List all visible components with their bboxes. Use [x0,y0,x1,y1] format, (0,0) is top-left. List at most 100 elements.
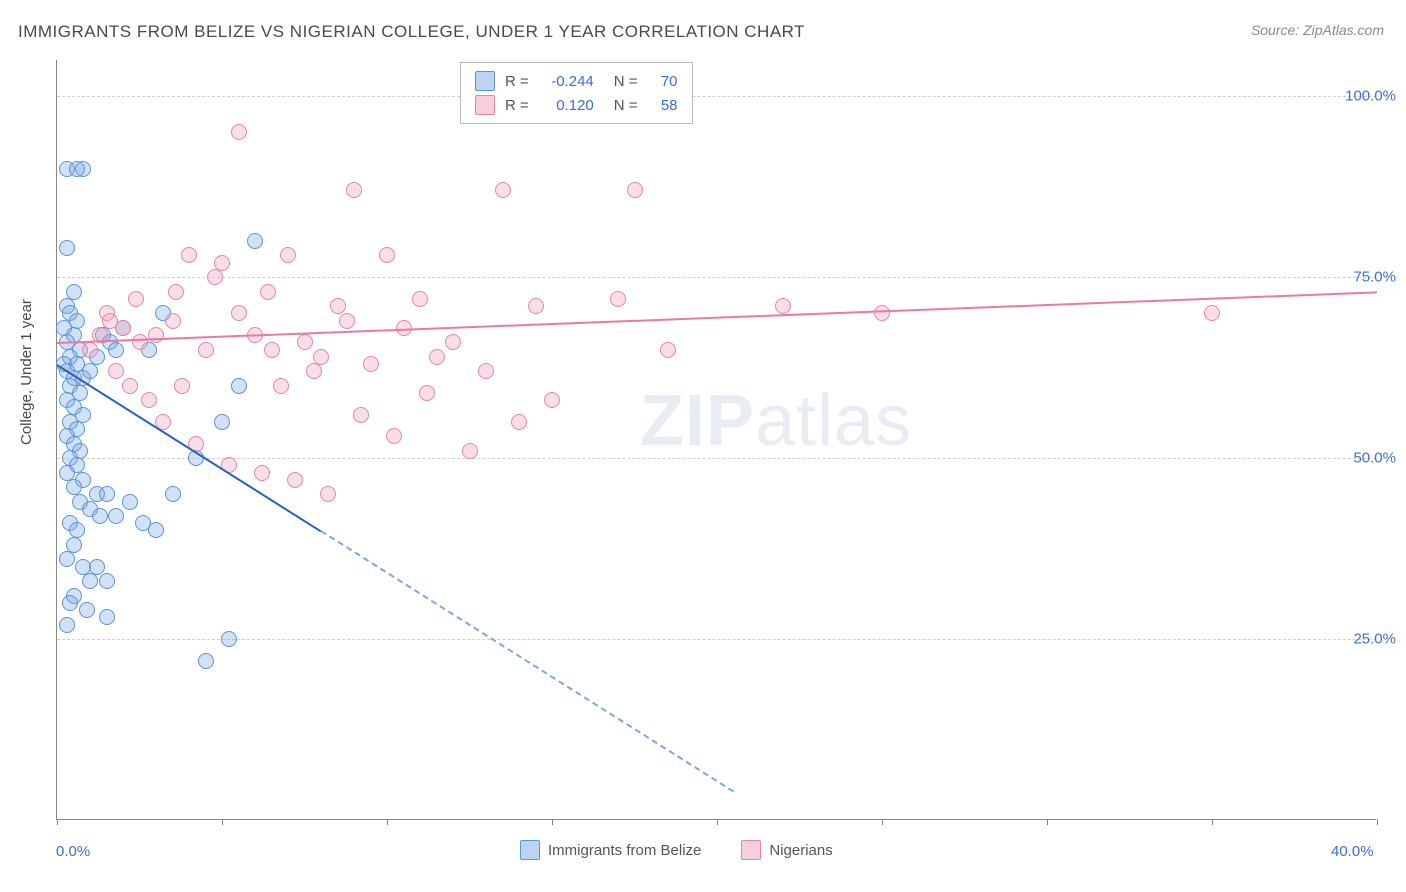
x-tick [882,819,883,825]
swatch-belize-icon [475,71,495,91]
swatch-nigerians-icon [475,95,495,115]
y-axis-label: College, Under 1 year [18,299,35,445]
data-point-blue [59,617,75,633]
r-label: R = [505,73,529,90]
y-tick-label: 100.0% [1345,88,1396,105]
series-legend: Immigrants from Belize Nigerians [520,840,833,860]
n-label: N = [614,73,638,90]
data-point-pink [346,182,362,198]
r-label: R = [505,97,529,114]
data-point-pink [429,349,445,365]
data-point-blue [82,363,98,379]
data-point-blue [62,595,78,611]
swatch-nigerians-icon [741,840,761,860]
data-point-pink [386,428,402,444]
n-value-belize: 70 [648,73,678,90]
data-point-blue [148,522,164,538]
data-point-pink [287,472,303,488]
data-point-blue [247,233,263,249]
gridline [57,639,1376,640]
gridline [57,277,1376,278]
data-point-blue [79,602,95,618]
chart-title: IMMIGRANTS FROM BELIZE VS NIGERIAN COLLE… [18,22,805,42]
data-point-pink [181,247,197,263]
data-point-pink [306,363,322,379]
data-point-pink [330,298,346,314]
n-label: N = [614,97,638,114]
stats-row-nigerians: R = 0.120 N = 58 [475,93,678,117]
data-point-pink [627,182,643,198]
data-point-pink [141,392,157,408]
data-point-pink [363,356,379,372]
data-point-pink [610,291,626,307]
data-point-blue [59,551,75,567]
swatch-belize-icon [520,840,540,860]
x-tick [222,819,223,825]
data-point-pink [264,342,280,358]
data-point-blue [214,414,230,430]
data-point-pink [775,298,791,314]
x-tick [57,819,58,825]
y-tick-label: 25.0% [1353,631,1396,648]
data-point-pink [231,124,247,140]
data-point-blue [69,161,85,177]
data-point-pink [478,363,494,379]
r-value-belize: -0.244 [539,73,594,90]
data-point-blue [59,240,75,256]
data-point-pink [445,334,461,350]
data-point-pink [528,298,544,314]
data-point-pink [544,392,560,408]
data-point-pink [1204,305,1220,321]
data-point-pink [462,443,478,459]
gridline [57,458,1376,459]
data-point-pink [174,378,190,394]
source-attribution: Source: ZipAtlas.com [1251,22,1384,38]
stats-row-belize: R = -0.244 N = 70 [475,69,678,93]
x-tick [1047,819,1048,825]
data-point-pink [273,378,289,394]
y-tick-label: 75.0% [1353,269,1396,286]
chart-plot-area [56,60,1376,820]
trendline [57,292,1377,345]
x-tick [717,819,718,825]
data-point-pink [165,313,181,329]
data-point-blue [122,494,138,510]
trendline [320,531,734,793]
data-point-pink [297,334,313,350]
data-point-pink [320,486,336,502]
data-point-blue [231,378,247,394]
data-point-pink [102,313,118,329]
data-point-pink [122,378,138,394]
gridline [57,96,1376,97]
data-point-pink [148,327,164,343]
data-point-blue [92,508,108,524]
data-point-pink [495,182,511,198]
data-point-blue [99,573,115,589]
data-point-pink [339,313,355,329]
data-point-blue [99,486,115,502]
data-point-pink [128,291,144,307]
data-point-blue [108,342,124,358]
data-point-blue [198,653,214,669]
data-point-blue [108,508,124,524]
data-point-pink [353,407,369,423]
data-point-pink [419,385,435,401]
x-tick-label: 40.0% [1331,843,1374,860]
data-point-pink [132,334,148,350]
legend-item-belize: Immigrants from Belize [520,840,701,860]
data-point-pink [82,342,98,358]
data-point-blue [82,573,98,589]
data-point-blue [221,631,237,647]
x-tick [552,819,553,825]
data-point-pink [254,465,270,481]
r-value-nigerians: 0.120 [539,97,594,114]
data-point-pink [198,342,214,358]
data-point-pink [660,342,676,358]
data-point-pink [280,247,296,263]
stats-legend: R = -0.244 N = 70 R = 0.120 N = 58 [460,62,693,124]
x-tick [1212,819,1213,825]
data-point-pink [379,247,395,263]
n-value-nigerians: 58 [648,97,678,114]
data-point-pink [207,269,223,285]
x-tick [387,819,388,825]
